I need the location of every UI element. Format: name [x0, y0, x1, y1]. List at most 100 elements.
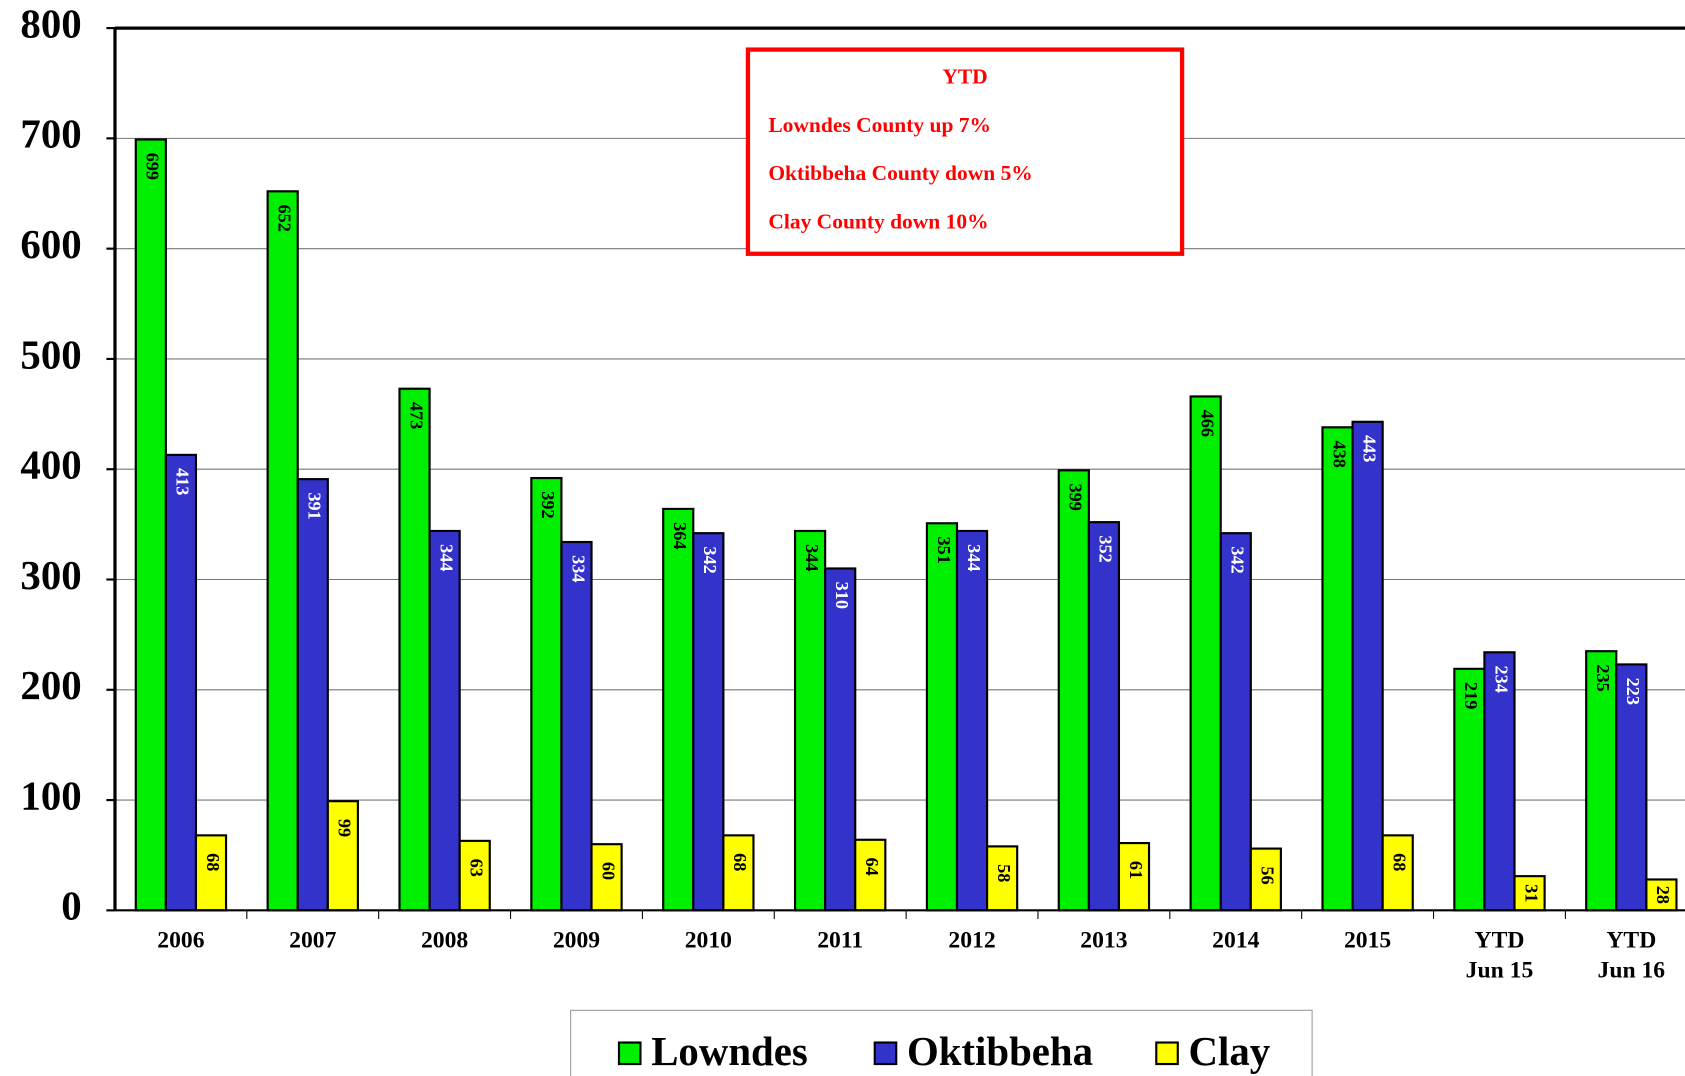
x-tick-label: 2010: [685, 928, 732, 954]
x-tick-label: 2013: [1080, 928, 1127, 954]
bar: [662, 507, 695, 912]
bar: [164, 453, 198, 912]
x-tick-label: YTD Jun 15: [1466, 928, 1534, 984]
bar: [1219, 532, 1252, 912]
bar: [925, 522, 959, 912]
legend-swatch: [1155, 1041, 1179, 1066]
data-label: 443: [1359, 435, 1379, 462]
bar: [326, 800, 359, 912]
annotation-title: YTD: [942, 65, 987, 89]
bar: [194, 834, 228, 912]
annotation-line: Clay County down 10%: [768, 210, 988, 234]
bar: [428, 529, 461, 912]
x-tick-label-line: 2013: [1080, 928, 1127, 954]
bar: [692, 532, 725, 912]
data-label: 63: [467, 859, 487, 877]
data-label: 64: [862, 858, 882, 876]
bar: [955, 529, 989, 912]
x-tick-label-line: 2009: [553, 928, 600, 954]
legend-swatch: [617, 1041, 642, 1066]
legend-swatch: [873, 1041, 898, 1066]
data-label: 342: [1228, 546, 1248, 573]
data-label: 352: [1096, 535, 1116, 562]
bar: [590, 843, 623, 912]
x-tick-label-line: 2014: [1212, 928, 1259, 954]
x-tick-label: 2015: [1344, 928, 1391, 954]
x-tick-label: 2007: [289, 928, 336, 954]
data-label: 466: [1197, 410, 1217, 437]
legend-label: Lowndes: [651, 1029, 808, 1074]
bar: [1351, 420, 1384, 912]
data-label: 392: [538, 491, 558, 518]
data-label: 438: [1329, 440, 1349, 467]
bar: [398, 387, 431, 912]
bar: [986, 845, 1019, 912]
x-tick-label-line: YTD: [1606, 928, 1656, 954]
x-tick-label: 2006: [157, 928, 204, 954]
x-tick-label-line: 2008: [421, 928, 468, 954]
data-label: 364: [670, 522, 690, 549]
data-label: 399: [1066, 484, 1086, 511]
data-label: 234: [1491, 665, 1511, 692]
data-label: 223: [1623, 678, 1643, 705]
bar: [1087, 521, 1121, 912]
data-label: 344: [436, 544, 456, 571]
bar: [1615, 663, 1648, 912]
x-tick-label: 2014: [1212, 928, 1259, 954]
x-tick-label-line: YTD: [1475, 928, 1525, 954]
y-tick-label: 500: [20, 332, 81, 377]
y-tick-label: 100: [20, 773, 81, 818]
data-label: 652: [274, 204, 294, 231]
data-label: 68: [203, 853, 223, 871]
bar: [1381, 834, 1414, 912]
data-label: 60: [598, 862, 618, 880]
annotation-box: [745, 47, 1185, 256]
x-tick-label: YTD Jun 16: [1598, 928, 1666, 984]
y-tick-label: 600: [20, 222, 81, 267]
data-label: 68: [730, 853, 750, 871]
bar: [296, 478, 329, 912]
bar: [793, 529, 827, 912]
annotation-line: Lowndes County up 7%: [768, 113, 991, 137]
bar: [1117, 842, 1151, 912]
x-tick-label-line: Jun 16: [1598, 958, 1666, 984]
x-tick-label: 2008: [421, 928, 468, 954]
bar: [722, 834, 755, 912]
data-label: 699: [143, 153, 163, 180]
data-label: 344: [802, 544, 822, 571]
data-label: 28: [1653, 886, 1673, 904]
data-label: 344: [964, 544, 984, 571]
x-tick-label-line: 2010: [685, 928, 732, 954]
y-tick-label: 0: [61, 884, 81, 929]
y-tick-label: 200: [20, 663, 81, 708]
data-label: 413: [173, 468, 193, 495]
data-label: 219: [1461, 682, 1481, 709]
y-tick-label: 300: [20, 553, 81, 598]
bar: [1585, 650, 1618, 912]
data-label: 334: [568, 555, 588, 582]
x-tick-label-line: 2011: [817, 928, 863, 954]
y-tick-label: 400: [20, 443, 81, 488]
bar: [134, 138, 167, 912]
bar: [266, 190, 299, 912]
legend-label: Oktibbeha: [907, 1029, 1093, 1074]
x-tick-label-line: Jun 15: [1466, 958, 1534, 984]
x-tick-label-line: 2006: [157, 928, 204, 954]
bar: [530, 476, 563, 912]
data-label: 31: [1521, 884, 1541, 902]
data-label: 391: [305, 492, 325, 519]
data-label: 68: [1390, 853, 1410, 871]
bar: [1057, 469, 1090, 912]
x-tick-label: 2009: [553, 928, 600, 954]
bar: [1483, 651, 1516, 912]
y-tick-label: 700: [20, 112, 81, 157]
bar: [560, 540, 593, 912]
x-tick-label-line: 2012: [948, 928, 995, 954]
legend-label: Clay: [1189, 1029, 1271, 1074]
bar: [824, 567, 857, 912]
x-tick-label: 2011: [817, 928, 863, 954]
data-label: 473: [406, 402, 426, 429]
data-label: 56: [1258, 866, 1278, 884]
data-label: 61: [1126, 861, 1146, 879]
